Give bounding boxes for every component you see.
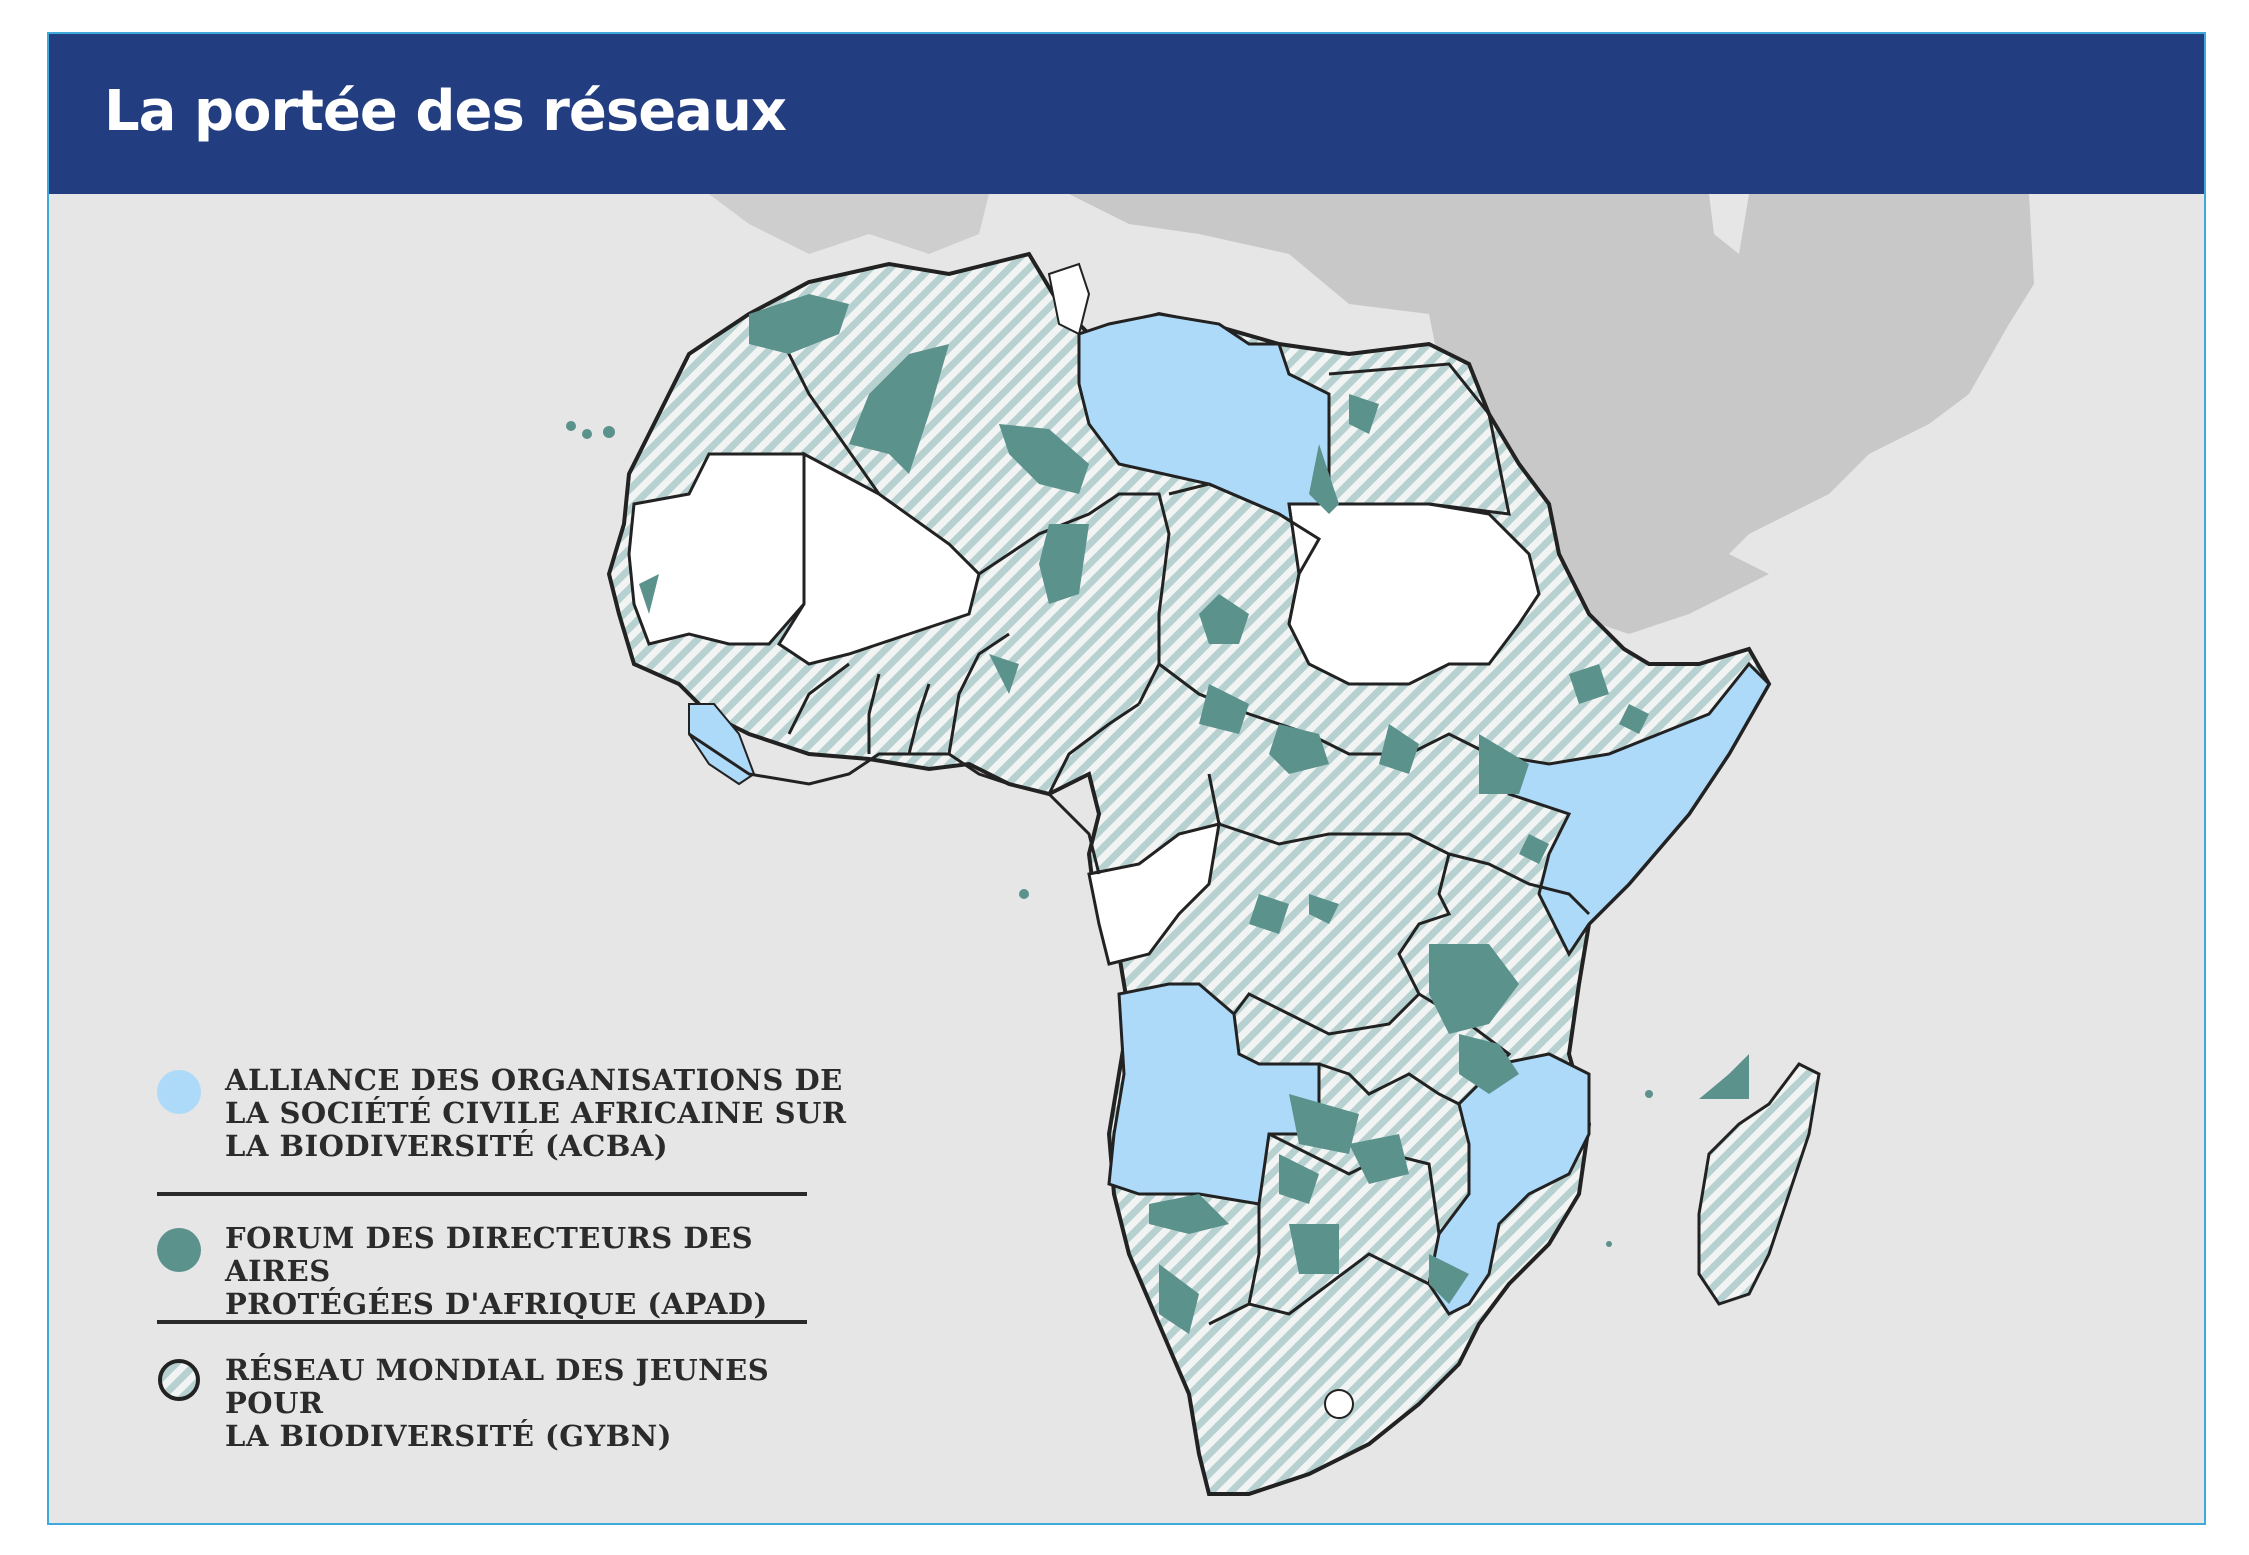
gybn-swatch (158, 1359, 200, 1401)
gybn-label: RÉSEAU MONDIAL DES JEUNES POUR LA BIODIV… (225, 1353, 770, 1453)
middle-east-land (1069, 194, 2034, 624)
mali (776, 451, 981, 666)
somalia (1486, 661, 1771, 957)
sudan (1287, 502, 1541, 686)
apad-label: FORUM DES DIRECTEURS DES AIRES PROTÉGÉES… (225, 1221, 768, 1321)
legend: ALLIANCE DES ORGANISATIONS DE LA SOCIÉTÉ… (157, 1064, 857, 1453)
madagascar (1697, 1062, 1821, 1306)
angola (1107, 982, 1321, 1206)
lesotho (1324, 1389, 1354, 1419)
apad-protected-areas (639, 294, 1749, 1334)
page-title: La portée des réseaux (104, 79, 787, 144)
map-frame: La portée des réseaux (47, 32, 2206, 1525)
liberia (688, 703, 756, 786)
acba-label: ALLIANCE DES ORGANISATIONS DE LA SOCIÉTÉ… (225, 1063, 847, 1163)
africa-map (566, 194, 2034, 1496)
legend-divider (157, 1320, 807, 1324)
caspian-water (1709, 194, 1749, 254)
islands (566, 421, 1653, 1247)
mauritania (627, 452, 806, 646)
acba-swatch (157, 1070, 201, 1114)
europe-land (709, 194, 989, 254)
apad-swatch (157, 1228, 201, 1272)
congo-gabon (1087, 821, 1221, 966)
mozambique (1427, 1052, 1591, 1316)
legend-divider (157, 1192, 807, 1196)
legend-item-acba: ALLIANCE DES ORGANISATIONS DE LA SOCIÉTÉ… (157, 1064, 857, 1184)
header-banner: La portée des réseaux (49, 34, 2204, 194)
tunisia (1047, 262, 1091, 336)
